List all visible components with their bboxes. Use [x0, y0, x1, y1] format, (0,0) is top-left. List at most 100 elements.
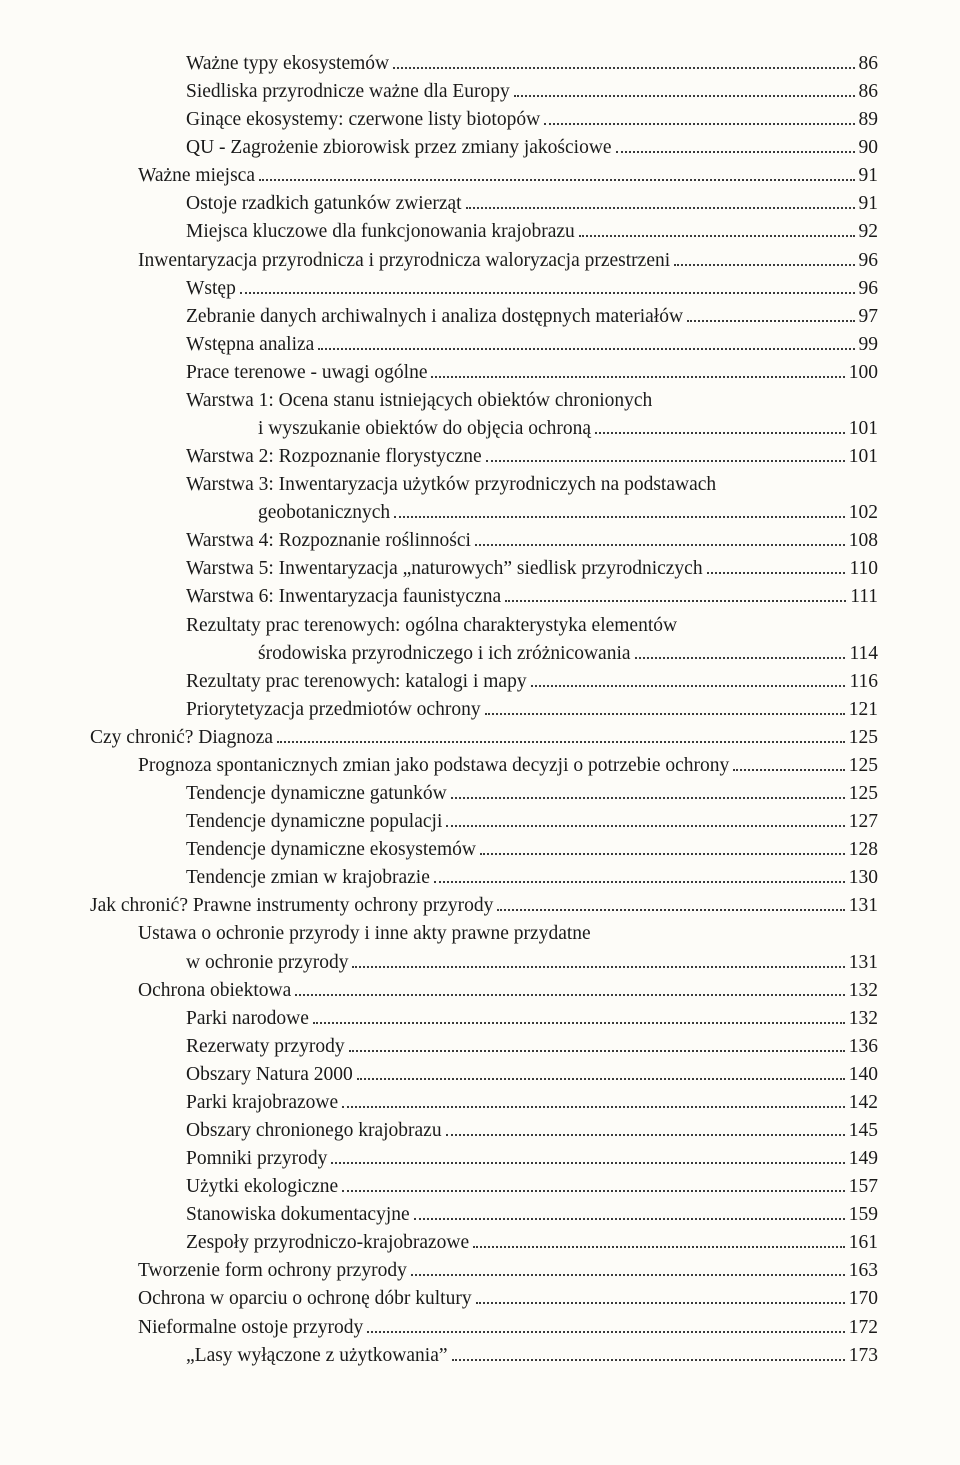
toc-leader-dots [514, 80, 855, 97]
toc-leader-dots [486, 445, 845, 462]
toc-entry: Rezultaty prac terenowych: katalogi i ma… [90, 668, 878, 696]
toc-page-number: 172 [849, 1314, 878, 1342]
toc-label: Tendencje dynamiczne populacji [186, 808, 442, 836]
toc-page-number: 96 [859, 247, 879, 275]
toc-leader-dots [394, 502, 845, 519]
toc-entry-continuation: geobotanicznych102 [90, 499, 878, 527]
toc-leader-dots [342, 1176, 845, 1193]
toc-leader-dots [318, 333, 854, 350]
toc-leader-dots [352, 951, 844, 968]
toc-page-number: 86 [859, 78, 879, 106]
toc-entry: Ustawa o ochronie przyrody i inne akty p… [90, 920, 878, 948]
toc-entry-continuation: środowiska przyrodniczego i ich zróżnico… [90, 640, 878, 668]
toc-entry: Warstwa 5: Inwentaryzacja „naturowych” s… [90, 555, 878, 583]
toc-label: Warstwa 4: Rozpoznanie roślinności [186, 527, 471, 555]
toc-page-number: 161 [849, 1229, 878, 1257]
toc-entry: Ginące ekosystemy: czerwone listy biotop… [90, 106, 878, 134]
toc-page-number: 97 [859, 303, 879, 331]
toc-label: Parki krajobrazowe [186, 1089, 338, 1117]
toc-page-number: 125 [849, 780, 878, 808]
toc-leader-dots [595, 417, 845, 434]
toc-entry: Zebranie danych archiwalnych i analiza d… [90, 303, 878, 331]
toc-label: geobotanicznych [258, 499, 390, 527]
toc-label: Miejsca kluczowe dla funkcjonowania kraj… [186, 218, 575, 246]
toc-page-number: 100 [849, 359, 878, 387]
toc-page-number: 111 [850, 583, 878, 611]
toc-leader-dots [357, 1063, 845, 1080]
toc-entry: Parki krajobrazowe 142 [90, 1089, 878, 1117]
toc-page-number: 121 [849, 696, 878, 724]
toc-label: Prognoza spontanicznych zmian jako podst… [138, 752, 729, 780]
toc-page-number: 110 [849, 555, 878, 583]
toc-page-number: 170 [849, 1285, 878, 1313]
toc-leader-dots [475, 530, 845, 547]
toc-entry: Obszary Natura 2000140 [90, 1061, 878, 1089]
toc-entry: Miejsca kluczowe dla funkcjonowania kraj… [90, 218, 878, 246]
toc-label: środowiska przyrodniczego i ich zróżnico… [258, 640, 631, 668]
toc-label: Rezultaty prac terenowych: katalogi i ma… [186, 668, 527, 696]
toc-entry: Warstwa 2: Rozpoznanie florystyczne101 [90, 443, 878, 471]
toc-leader-dots [434, 867, 845, 884]
toc-leader-dots [313, 1007, 845, 1024]
toc-page-number: 91 [859, 162, 879, 190]
toc-leader-dots [277, 726, 845, 743]
table-of-contents: Ważne typy ekosystemów86Siedliska przyro… [90, 50, 878, 1370]
toc-entry: Ważne miejsca 91 [90, 162, 878, 190]
toc-entry: „Lasy wyłączone z użytkowania”173 [90, 1342, 878, 1370]
toc-entry: Parki narodowe132 [90, 1005, 878, 1033]
toc-entry: Zespoły przyrodniczo-krajobrazowe161 [90, 1229, 878, 1257]
toc-page-number: 114 [849, 640, 878, 668]
toc-page-number: 92 [859, 218, 879, 246]
toc-entry: Inwentaryzacja przyrodnicza i przyrodnic… [90, 247, 878, 275]
toc-label: Tendencje dynamiczne ekosystemów [186, 836, 476, 864]
toc-label: Warstwa 1: Ocena stanu istniejących obie… [186, 387, 652, 415]
toc-entry: Priorytetyzacja przedmiotów ochrony121 [90, 696, 878, 724]
toc-entry: Rezultaty prac terenowych: ogólna charak… [90, 612, 878, 640]
toc-entry-continuation: w ochronie przyrody131 [90, 949, 878, 977]
toc-leader-dots [259, 165, 855, 182]
toc-entry: Tendencje dynamiczne populacji 127 [90, 808, 878, 836]
toc-leader-dots [476, 1288, 845, 1305]
toc-page-number: 101 [849, 415, 878, 443]
toc-page-number: 142 [849, 1089, 878, 1117]
toc-entry: Tworzenie form ochrony przyrody163 [90, 1257, 878, 1285]
toc-leader-dots [674, 249, 854, 266]
toc-page-number: 116 [849, 668, 878, 696]
toc-leader-dots [331, 1147, 844, 1164]
toc-entry: Czy chronić? Diagnoza125 [90, 724, 878, 752]
toc-leader-dots [446, 810, 844, 827]
toc-label: Wstęp [186, 275, 236, 303]
toc-label: Stanowiska dokumentacyjne [186, 1201, 410, 1229]
toc-entry: Prognoza spontanicznych zmian jako podst… [90, 752, 878, 780]
toc-entry: Stanowiska dokumentacyjne 159 [90, 1201, 878, 1229]
toc-label: Rezultaty prac terenowych: ogólna charak… [186, 612, 677, 640]
toc-page-number: 159 [849, 1201, 878, 1229]
toc-entry: Obszary chronionego krajobrazu145 [90, 1117, 878, 1145]
toc-label: Siedliska przyrodnicze ważne dla Europy [186, 78, 510, 106]
toc-leader-dots [473, 1232, 845, 1249]
toc-leader-dots [480, 839, 845, 856]
toc-entry: Nieformalne ostoje przyrody172 [90, 1314, 878, 1342]
toc-page-number: 125 [849, 724, 878, 752]
toc-page-number: 131 [849, 892, 878, 920]
toc-label: Obszary chronionego krajobrazu [186, 1117, 442, 1145]
toc-entry: Warstwa 1: Ocena stanu istniejących obie… [90, 387, 878, 415]
toc-label: Obszary Natura 2000 [186, 1061, 353, 1089]
toc-entry: Ochrona w oparciu o ochronę dóbr kultury… [90, 1285, 878, 1313]
toc-page-number: 96 [859, 275, 879, 303]
toc-page-number: 86 [859, 50, 879, 78]
toc-label: Ważne miejsca [138, 162, 255, 190]
toc-label: w ochronie przyrody [186, 949, 348, 977]
toc-label: Warstwa 2: Rozpoznanie florystyczne [186, 443, 482, 471]
toc-page-number: 127 [849, 808, 878, 836]
toc-leader-dots [733, 754, 844, 771]
toc-label: Warstwa 6: Inwentaryzacja faunistyczna [186, 583, 501, 611]
toc-page-number: 89 [859, 106, 879, 134]
toc-page-number: 90 [859, 134, 879, 162]
toc-entry: Prace terenowe - uwagi ogólne100 [90, 359, 878, 387]
toc-leader-dots [616, 137, 855, 154]
toc-entry: QU - Zagrożenie zbiorowisk przez zmiany … [90, 134, 878, 162]
toc-leader-dots [485, 698, 845, 715]
toc-entry: Ochrona obiektowa132 [90, 977, 878, 1005]
toc-label: i wyszukanie obiektów do objęcia ochroną [258, 415, 591, 443]
